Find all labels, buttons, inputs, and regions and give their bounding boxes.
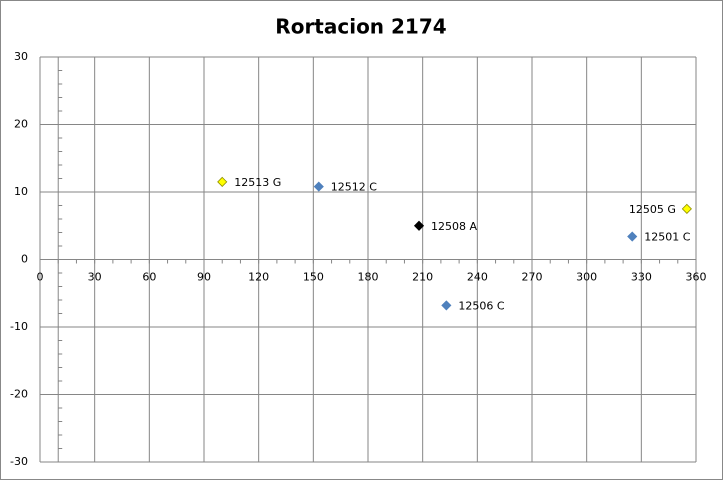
point-label: 12512 C	[331, 181, 377, 194]
y-tick-label: 30	[14, 50, 28, 63]
x-tick-label: 60	[142, 271, 156, 284]
point	[217, 176, 228, 187]
y-tick-label: 20	[14, 118, 28, 131]
point	[441, 300, 452, 311]
point-label: 12513 G	[234, 176, 281, 189]
point-label: 12508 A	[431, 220, 477, 233]
x-tick-label: 210	[412, 271, 433, 284]
y-tick-label: 0	[21, 253, 28, 266]
point	[413, 220, 425, 231]
y-tick-label: 10	[14, 185, 28, 198]
point	[313, 181, 324, 192]
x-tick-label: 150	[303, 271, 324, 284]
x-tick-label: 180	[358, 271, 379, 284]
x-tick-label: 120	[248, 271, 269, 284]
point	[627, 231, 638, 242]
x-tick-label: 330	[631, 271, 652, 284]
x-tick-label: 90	[197, 271, 211, 284]
x-tick-label: 360	[686, 271, 707, 284]
x-tick-label: 300	[576, 271, 597, 284]
y-tick-label: -20	[10, 388, 28, 401]
point-label: 12505 G	[629, 203, 676, 216]
x-tick-label: 0	[37, 271, 44, 284]
x-tick-label: 270	[522, 271, 543, 284]
x-tick-label: 240	[467, 271, 488, 284]
x-tick-label: 30	[88, 271, 102, 284]
point-label: 12501 C	[644, 231, 690, 244]
point-label: 12506 C	[458, 299, 504, 312]
chart-title: Rortacion 2174	[275, 15, 446, 39]
point	[681, 203, 692, 214]
y-tick-label: -10	[10, 320, 28, 333]
y-tick-label: -30	[10, 455, 28, 468]
